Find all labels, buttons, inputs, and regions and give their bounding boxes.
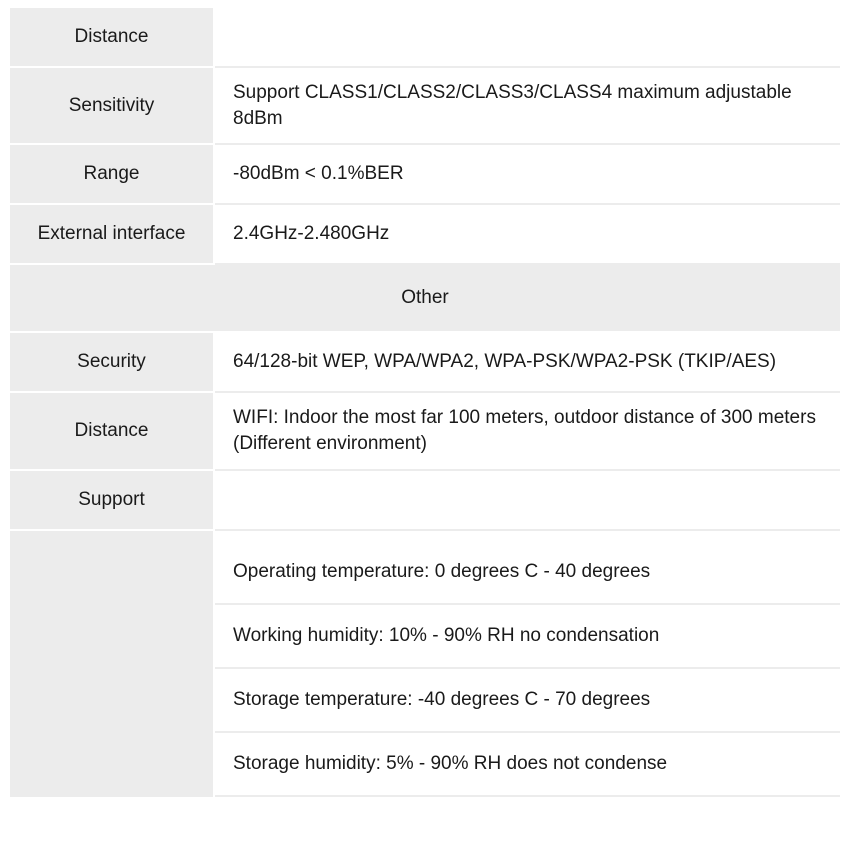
row-distance-wifi: Distance WIFI: Indoor the most far 100 m… bbox=[10, 393, 840, 470]
row-external-interface: External interface 2.4GHz-2.480GHz bbox=[10, 205, 840, 265]
row-support: Support bbox=[10, 471, 840, 531]
label-range: Range bbox=[10, 145, 215, 205]
section-header-other: Other bbox=[10, 265, 840, 333]
value-distance-top bbox=[215, 8, 840, 68]
value-distance-wifi: WIFI: Indoor the most far 100 meters, ou… bbox=[215, 393, 840, 470]
label-environment-empty bbox=[10, 531, 215, 797]
row-distance-top: Distance bbox=[10, 8, 840, 68]
value-range: -80dBm < 0.1%BER bbox=[215, 145, 840, 205]
row-sensitivity: Sensitivity Support CLASS1/CLASS2/CLASS3… bbox=[10, 68, 840, 145]
value-storage-temperature: Storage temperature: -40 degrees C - 70 … bbox=[215, 669, 840, 733]
value-support bbox=[215, 471, 840, 531]
label-security: Security bbox=[10, 333, 215, 393]
value-security: 64/128-bit WEP, WPA/WPA2, WPA-PSK/WPA2-P… bbox=[215, 333, 840, 393]
row-environment: Operating temperature: 0 degrees C - 40 … bbox=[10, 531, 840, 797]
environment-values: Operating temperature: 0 degrees C - 40 … bbox=[215, 531, 840, 797]
label-sensitivity: Sensitivity bbox=[10, 68, 215, 145]
spec-table: Distance Sensitivity Support CLASS1/CLAS… bbox=[10, 8, 840, 797]
label-support: Support bbox=[10, 471, 215, 531]
value-sensitivity: Support CLASS1/CLASS2/CLASS3/CLASS4 maxi… bbox=[215, 68, 840, 145]
row-security: Security 64/128-bit WEP, WPA/WPA2, WPA-P… bbox=[10, 333, 840, 393]
value-working-humidity: Working humidity: 10% - 90% RH no conden… bbox=[215, 605, 840, 669]
row-range: Range -80dBm < 0.1%BER bbox=[10, 145, 840, 205]
label-distance-top: Distance bbox=[10, 8, 215, 68]
value-storage-humidity: Storage humidity: 5% - 90% RH does not c… bbox=[215, 733, 840, 797]
value-external-interface: 2.4GHz-2.480GHz bbox=[215, 205, 840, 265]
label-distance-wifi: Distance bbox=[10, 393, 215, 470]
label-external-interface: External interface bbox=[10, 205, 215, 265]
value-operating-temperature: Operating temperature: 0 degrees C - 40 … bbox=[215, 531, 840, 605]
